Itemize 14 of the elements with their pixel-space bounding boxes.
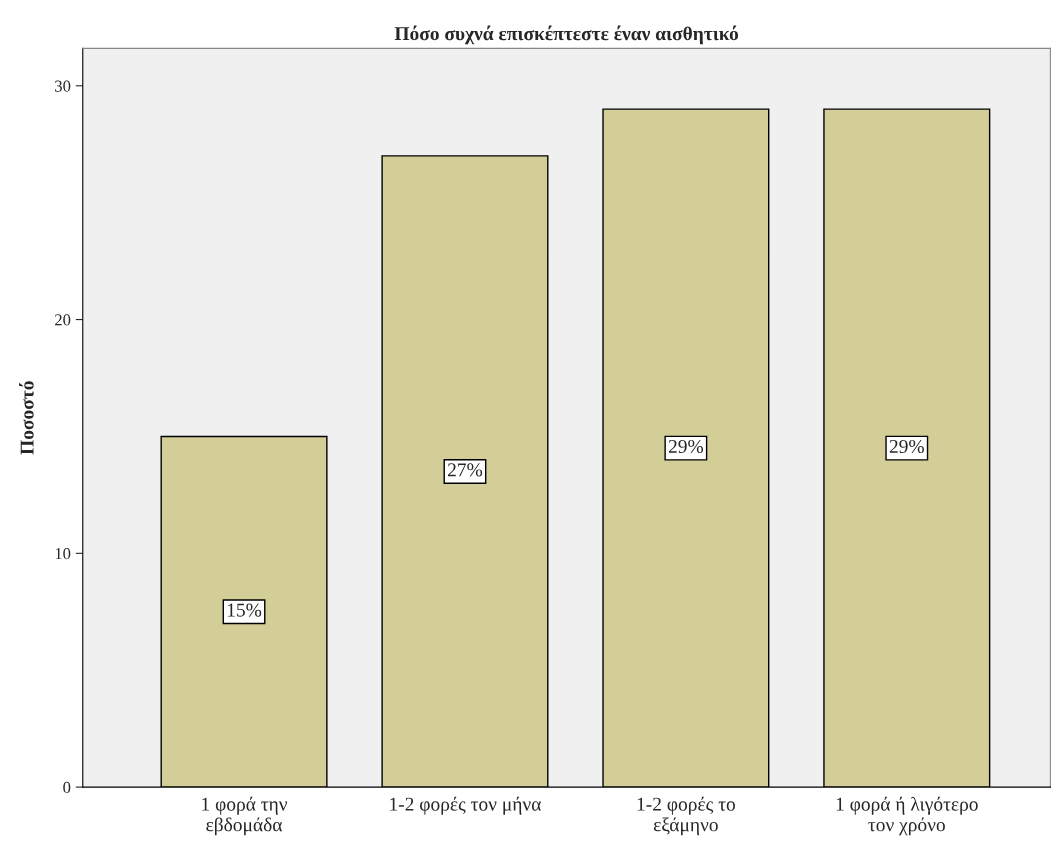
x-tick-label: 1 φορά την εβδομάδα: [202, 796, 288, 836]
data-label: 29%: [668, 439, 704, 454]
y-tick-label: 30: [55, 80, 71, 92]
data-label: 29%: [889, 439, 924, 454]
y-tick-label: 0: [63, 781, 71, 794]
x-tick-label: 1-2 φορές το εξάμηνο: [637, 796, 735, 836]
x-tick-label: 1 φορά ή λιγότερο τον χρόνο: [836, 796, 978, 836]
data-label: 15%: [227, 603, 262, 617]
chart-title: Πόσο συχνά επισκέπτεστε έναν αισθητικό: [394, 25, 739, 45]
x-tick-label: 1-2 φορές τον μήνα: [390, 796, 541, 815]
data-label: 27%: [447, 463, 483, 477]
y-axis-title: Ποσοστό: [19, 381, 34, 455]
y-tick-label: 20: [55, 314, 71, 326]
y-tick-label: 10: [55, 548, 71, 560]
